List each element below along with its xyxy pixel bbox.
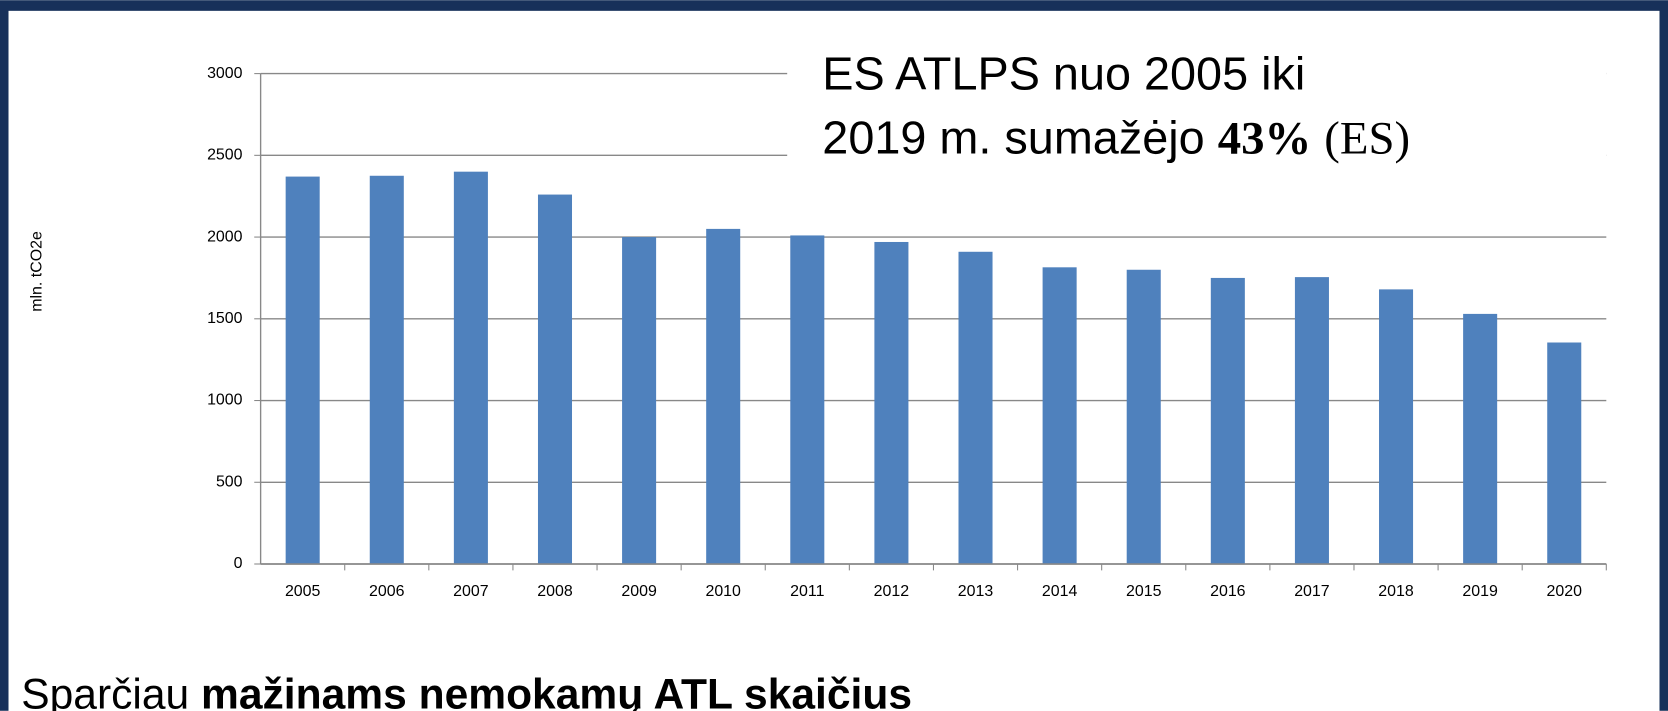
bar — [706, 228, 741, 564]
annotation-bold: 43% — [1218, 112, 1312, 164]
bar — [790, 235, 825, 565]
bar — [1042, 267, 1077, 564]
y-tick-label: 1000 — [207, 392, 243, 409]
x-tick-label: 2007 — [453, 583, 489, 600]
bar — [369, 175, 404, 564]
bar — [1210, 277, 1245, 564]
y-tick-label: 3000 — [207, 65, 243, 82]
plot: 0 500 1000 1500 2000 2500 3000 2005 2006 2007 2008… — [207, 65, 1607, 600]
x-tick-label: 2018 — [1378, 583, 1414, 600]
x-tick-label: 2016 — [1210, 583, 1246, 600]
annotation-text: 2019 m. sumažėjo — [822, 111, 1204, 163]
footer: Sparčiau mažinams nemokamų ATL skaičius — [21, 671, 912, 711]
bar — [1463, 313, 1498, 564]
y-axis-label: mln. tCO2e — [28, 231, 45, 312]
x-tick-label: 2019 — [1462, 583, 1498, 600]
y-tick-label: 0 — [234, 555, 243, 572]
x-tick-label: 2006 — [369, 583, 405, 600]
footer-bold: mažinams nemokamų ATL skaičius — [201, 671, 912, 711]
footer-text: Sparčiau — [21, 671, 189, 711]
bar — [537, 194, 573, 564]
bar — [1547, 342, 1582, 564]
x-tick-label: 2014 — [1042, 583, 1078, 600]
bar — [1379, 289, 1414, 564]
y-tick-label: 500 — [216, 473, 243, 490]
y-tick-label: 2500 — [207, 147, 243, 164]
x-tick-label: 2015 — [1126, 583, 1162, 600]
x-tick-label: 2012 — [874, 583, 910, 600]
annotation-paren: (ES) — [1324, 112, 1410, 164]
x-tick-label: 2005 — [285, 583, 321, 600]
x-tick-label: 2017 — [1294, 583, 1330, 600]
bar — [874, 241, 909, 564]
x-tick-label: 2010 — [705, 583, 741, 600]
y-tick-label: 2000 — [207, 228, 243, 245]
bar — [285, 176, 320, 564]
bar — [1294, 277, 1329, 564]
x-tick-label: 2013 — [958, 583, 994, 600]
bar — [958, 251, 993, 564]
annotation-line: 2019 m. sumažėjo 43% (ES) — [822, 111, 1410, 164]
bar — [1126, 269, 1161, 564]
x-tick-label: 2020 — [1547, 583, 1583, 600]
x-tick-label: 2011 — [790, 583, 824, 600]
annotation-text: ES ATLPS nuo 2005 iki — [822, 48, 1305, 100]
bar — [453, 171, 488, 564]
x-tick-label: 2008 — [537, 583, 573, 600]
bar — [622, 237, 657, 564]
annotation-line: ES ATLPS nuo 2005 iki — [822, 48, 1305, 100]
annotation-box — [787, 40, 1607, 177]
y-tick-label: 1500 — [207, 310, 243, 327]
x-tick-label: 2009 — [621, 583, 657, 600]
